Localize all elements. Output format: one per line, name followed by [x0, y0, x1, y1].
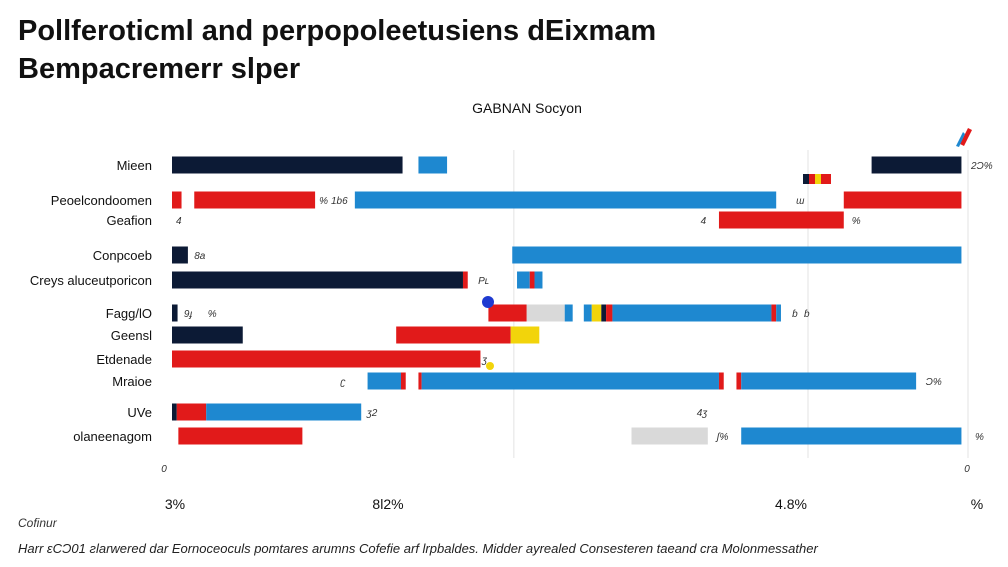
- bar-segment: [591, 304, 602, 322]
- data-label: ɯ: [796, 196, 805, 207]
- y-tick-label: olaneenagom: [73, 429, 152, 444]
- source-label: Cofinur: [18, 516, 57, 530]
- data-label: 4: [701, 216, 707, 227]
- bar-segment: [400, 372, 406, 390]
- axis-zero-label: 0: [964, 464, 970, 475]
- bar-segment: [741, 427, 962, 445]
- bar-segment: [421, 372, 719, 390]
- bar-segment: [172, 350, 481, 368]
- y-tick-label: Geafion: [106, 213, 152, 228]
- bar-segment: [172, 304, 178, 322]
- bar-segment: [172, 191, 182, 209]
- bar-segment: [418, 156, 448, 174]
- bar-segment: [718, 211, 844, 229]
- pill-marker-yellow: [486, 362, 494, 370]
- bar-segment: [526, 304, 565, 322]
- data-label: %: [319, 196, 328, 207]
- bar-segment: [172, 246, 188, 264]
- y-tick-label: Fagg/lO: [106, 306, 152, 321]
- data-label: ʗ: [340, 377, 346, 388]
- bar-segment: [206, 403, 362, 421]
- data-label: %: [975, 432, 984, 443]
- x-tick-label: 4.8%: [775, 496, 807, 512]
- bar-segment: [354, 191, 777, 209]
- data-label: ʒ: [481, 355, 488, 366]
- corner-marker-blue: [956, 132, 965, 147]
- bar-segment: [741, 372, 917, 390]
- data-label: 4ʒ: [697, 408, 709, 419]
- bar-segment: [176, 403, 207, 421]
- bar-segment: [462, 271, 468, 289]
- data-label: ɓ: [792, 309, 798, 320]
- bar-segment: [172, 326, 243, 344]
- bar-segment: [418, 372, 422, 390]
- flag-marker-red: [809, 174, 815, 184]
- bar-segment: [178, 427, 303, 445]
- bar-segment: [718, 372, 724, 390]
- bar-segment: [614, 304, 772, 322]
- bar-segment: [367, 372, 401, 390]
- x-tick-label: 8l2%: [372, 496, 403, 512]
- bar-segment: [172, 403, 177, 421]
- y-tick-label: Mieen: [117, 158, 152, 173]
- y-tick-label: Mraioe: [112, 374, 152, 389]
- data-label: Ɔ%: [926, 377, 942, 388]
- bar-segment: [172, 271, 463, 289]
- data-label: ɓ: [804, 309, 810, 320]
- bar-segment: [583, 304, 592, 322]
- flag-marker-red: [821, 174, 831, 184]
- bar-segment: [512, 246, 962, 264]
- bar-segment: [534, 271, 543, 289]
- chart-subtitle: GABNAN Socyon: [472, 100, 582, 116]
- bar-segment: [172, 156, 403, 174]
- bar-segment: [843, 191, 962, 209]
- y-tick-label: UVe: [127, 405, 152, 420]
- x-tick-label: 3%: [165, 496, 185, 512]
- x-tick-label: %: [971, 496, 983, 512]
- bar-segment: [529, 271, 535, 289]
- y-tick-label: Creys aluceutporicon: [30, 273, 152, 288]
- data-label: 4: [176, 216, 182, 227]
- bar-segment: [776, 304, 781, 322]
- bar-segment: [601, 304, 607, 322]
- bar-segment: [564, 304, 573, 322]
- y-tick-label: Peoelcondoomen: [51, 193, 152, 208]
- data-label: ʒ2: [366, 408, 378, 419]
- y-tick-label: Geensl: [111, 328, 152, 343]
- data-label: %: [208, 309, 217, 320]
- chart-title-line-2: Bempacremerr slper: [18, 53, 301, 85]
- bar-segment: [771, 304, 777, 322]
- axis-zero-label: 0: [161, 464, 167, 475]
- flag-marker-yellow: [815, 174, 821, 184]
- data-label: 1b6: [331, 196, 348, 207]
- bar-segment: [736, 372, 742, 390]
- data-label: 9ɟ: [184, 309, 193, 320]
- bar-segment: [396, 326, 511, 344]
- bar-segment: [510, 326, 540, 344]
- chart-title-line-1: Pollferoticml and perpopoleetusiens dEix…: [18, 15, 657, 47]
- bar-segment: [517, 271, 530, 289]
- bar-segment: [194, 191, 316, 209]
- flag-marker-navy: [803, 174, 809, 184]
- corner-marker-red: [960, 128, 972, 146]
- bar-segment: [871, 156, 962, 174]
- data-label: 2Ɔ%: [970, 161, 993, 172]
- y-tick-label: Conpcoeb: [93, 248, 152, 263]
- footnote: Harr ɛCƆ01 ƨlarwered dar Eornoceoculs po…: [18, 541, 818, 556]
- data-label: ʃ%: [715, 432, 729, 443]
- data-label: %: [852, 216, 861, 227]
- chart-title: Pollferoticml and perpopoleetusiens dEix…: [18, 12, 656, 88]
- data-label: 8a: [194, 251, 206, 262]
- bar-segment: [606, 304, 613, 322]
- pill-marker-blue: [482, 296, 494, 308]
- bar-segment: [631, 427, 708, 445]
- y-tick-label: Etdenade: [96, 352, 152, 367]
- data-label: Pʟ: [478, 276, 489, 287]
